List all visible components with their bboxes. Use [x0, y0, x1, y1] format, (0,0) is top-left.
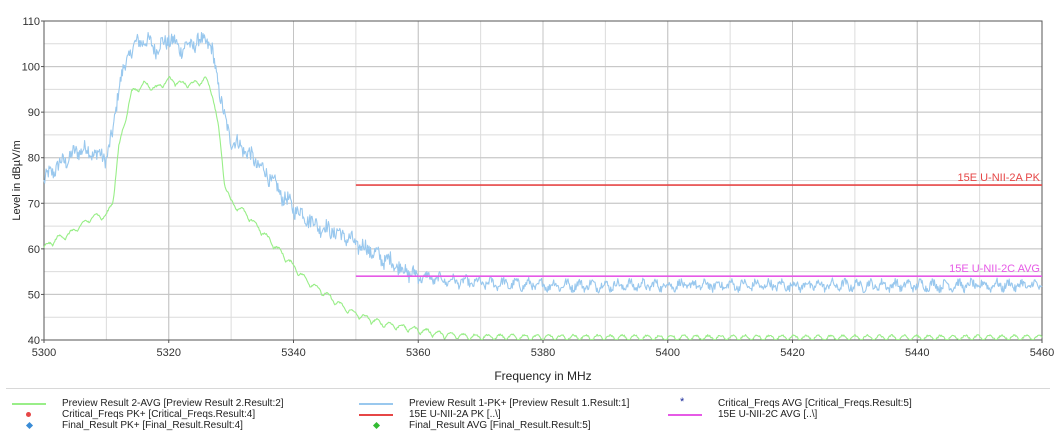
legend-symbol	[10, 409, 46, 421]
legend-diamond-icon	[25, 421, 34, 430]
y-tick-label: 100	[22, 62, 40, 74]
legend-symbol	[357, 420, 393, 432]
limit-label-15e-u-nii-2c-avg: 15E U-NII-2C AVG	[949, 263, 1040, 275]
legend-symbol	[357, 398, 393, 410]
y-tick-label: 90	[28, 107, 40, 119]
x-tick-label: 5380	[531, 347, 555, 359]
legend-symbol	[666, 409, 702, 421]
legend-dot-icon	[26, 412, 31, 417]
x-axis-label: Frequency in MHz	[494, 369, 591, 383]
legend-label: Final_Result AVG [Final_Result.Result:5]	[409, 420, 591, 431]
limit-label-15e-u-nii-2a-pk: 15E U-NII-2A PK	[957, 172, 1040, 184]
chart-legend: Preview Result 2-AVG [Preview Result 2.R…	[0, 396, 1056, 442]
legend-diamond-icon	[372, 421, 381, 430]
legend-label: Preview Result 2-AVG [Preview Result 2.R…	[62, 398, 284, 409]
legend-label: Final_Result PK+ [Final_Result.Result:4]	[62, 420, 243, 431]
legend-line-icon	[12, 403, 46, 405]
legend-symbol	[10, 398, 46, 410]
y-tick-label: 40	[28, 335, 40, 347]
y-tick-label: 110	[22, 16, 40, 28]
legend-label: 15E U-NII-2A PK [..\]	[409, 409, 501, 420]
chart-canvas: 40 50 60 70 80 90 100 110 5300 5320 5340 5360 5380 54…	[11, 16, 1054, 383]
y-tick-label: 50	[28, 289, 40, 301]
legend-line-icon	[359, 414, 393, 416]
x-tick-label: 5320	[157, 347, 181, 359]
x-tick-label: 5360	[406, 347, 430, 359]
x-tick-label: 5400	[656, 347, 680, 359]
emc-spectrum-chart: 40 50 60 70 80 90 100 110 5300 5320 5340 5360 5380 54…	[11, 16, 1054, 383]
legend-symbol: *	[666, 396, 702, 410]
series-preview-result-2-avg	[43, 75, 1043, 341]
x-tick-label: 5420	[780, 347, 804, 359]
legend-label: Preview Result 1-PK+ [Preview Result 1.R…	[409, 398, 630, 409]
x-tick-label: 5300	[32, 347, 56, 359]
legend-divider	[6, 388, 1050, 389]
y-tick-label: 70	[28, 198, 40, 210]
legend-line-icon	[668, 414, 702, 416]
y-axis-label: Level in dBµV/m	[11, 140, 23, 220]
y-tick-label: 60	[28, 244, 40, 256]
series-preview-result-1-pk	[43, 32, 1043, 294]
legend-label: Critical_Freqs AVG [Critical_Freqs.Resul…	[718, 398, 912, 409]
legend-line-icon	[359, 403, 393, 405]
x-tick-label: 5340	[281, 347, 305, 359]
legend-symbol	[357, 409, 393, 421]
y-tick-label: 80	[28, 153, 40, 165]
legend-label: 15E U-NII-2C AVG [..\]	[718, 409, 818, 420]
x-tick-label: 5460	[1030, 347, 1054, 359]
legend-symbol	[10, 420, 46, 432]
x-tick-label: 5440	[905, 347, 929, 359]
legend-label: Critical_Freqs PK+ [Critical_Freqs.Resul…	[62, 409, 256, 420]
legend-star-icon: *	[680, 396, 685, 408]
